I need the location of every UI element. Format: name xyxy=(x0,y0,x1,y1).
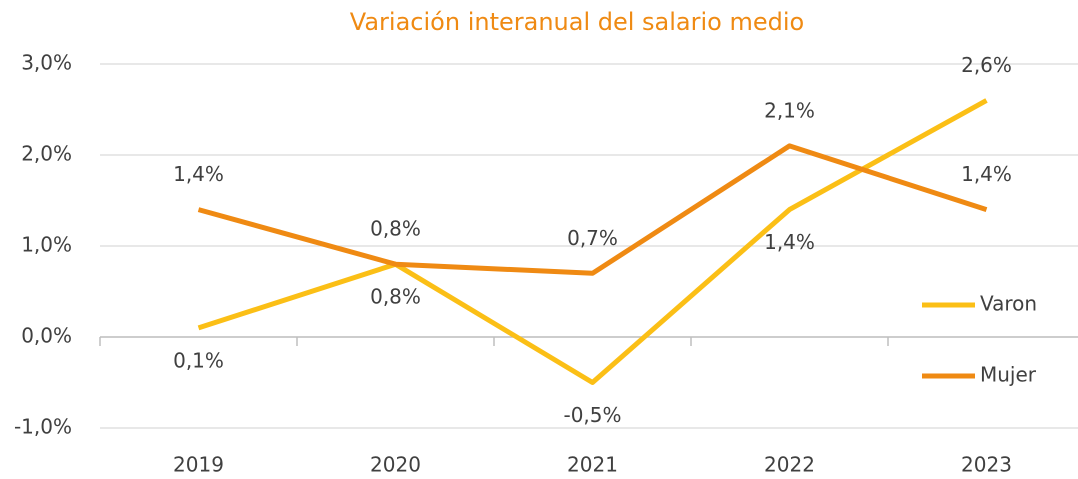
data-label: 2,1% xyxy=(764,98,815,122)
data-label: 1,4% xyxy=(764,230,815,254)
data-label: 0,1% xyxy=(173,348,224,372)
legend-label: Varon xyxy=(980,292,1037,316)
data-label: 2,6% xyxy=(961,53,1012,77)
x-tick-label: 2021 xyxy=(567,453,618,477)
data-label: -0,5% xyxy=(563,403,621,427)
data-label: 0,8% xyxy=(370,285,421,309)
x-tick-label: 2022 xyxy=(764,453,815,477)
x-tick-label: 2019 xyxy=(173,453,224,477)
y-tick-label: 2,0% xyxy=(21,142,72,166)
data-label: 1,4% xyxy=(173,162,224,186)
y-tick-label: 1,0% xyxy=(21,233,72,257)
chart-title: Variación interanual del salario medio xyxy=(350,8,804,36)
legend-label: Mujer xyxy=(980,363,1037,387)
y-tick-label: 0,0% xyxy=(21,324,72,348)
y-tick-label: -1,0% xyxy=(14,415,72,439)
x-tick-label: 2020 xyxy=(370,453,421,477)
data-label: 1,4% xyxy=(961,162,1012,186)
data-label: 0,7% xyxy=(567,226,618,250)
series-line xyxy=(197,98,988,385)
series-line xyxy=(197,143,988,276)
x-tick-label: 2023 xyxy=(961,453,1012,477)
y-tick-label: 3,0% xyxy=(21,51,72,75)
data-label: 0,8% xyxy=(370,217,421,241)
